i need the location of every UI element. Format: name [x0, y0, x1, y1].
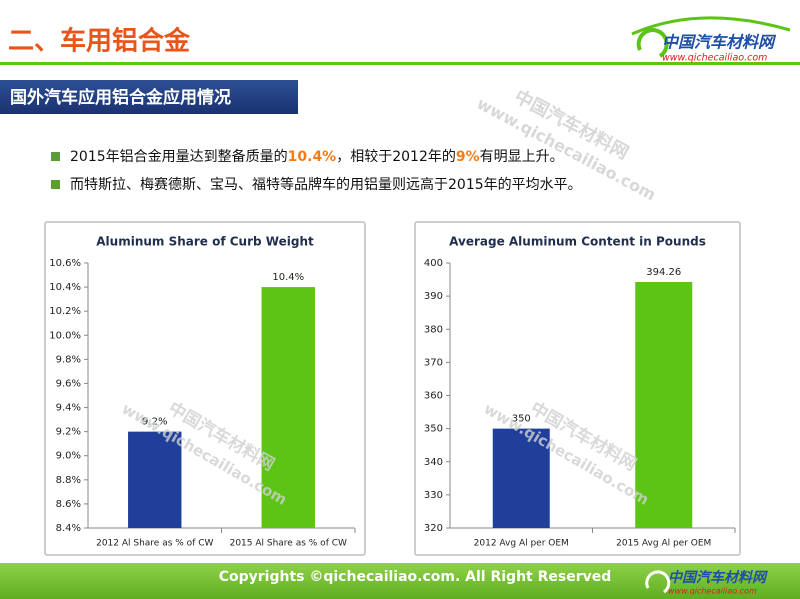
value-label: 350 [512, 414, 531, 425]
y-tick-label: 320 [424, 523, 443, 534]
y-tick-label: 400 [424, 258, 443, 269]
y-tick-label: 8.4% [56, 523, 81, 534]
x-tick-label: 2012 Avg Al per OEM [474, 539, 569, 549]
chart-title: Average Aluminum Content in Pounds [449, 235, 706, 249]
slide-title: 二、车用铝合金 [8, 26, 191, 57]
footer-text: Copyrights ©qichecailiao.com. All Right … [219, 569, 612, 585]
y-tick-label: 340 [424, 457, 443, 468]
bullet-text: ，相较于2012年的 [336, 149, 456, 165]
y-tick-label: 10.0% [49, 330, 81, 341]
footer-logo-swoosh [645, 570, 671, 594]
bar [635, 282, 693, 528]
logo-swoosh [636, 28, 669, 58]
bullet-highlight: 10.4% [288, 149, 337, 165]
x-tick-label: 2015 Avg Al per OEM [616, 539, 711, 549]
y-tick-label: 370 [424, 357, 443, 368]
y-tick-label: 8.6% [56, 499, 81, 510]
value-label: 10.4% [272, 272, 304, 283]
footer-logo-url: www.qichecailiao.com [668, 587, 757, 596]
y-tick-label: 9.8% [56, 354, 81, 365]
y-tick-label: 9.2% [56, 427, 81, 438]
y-tick-label: 10.6% [49, 258, 81, 269]
y-tick-label: 10.2% [49, 306, 81, 317]
bar [492, 428, 550, 528]
y-tick-label: 10.4% [49, 282, 81, 293]
y-tick-label: 360 [424, 391, 443, 402]
bullet-marker [51, 152, 60, 161]
value-label: 394.26 [646, 267, 681, 278]
bullet-text: 有明显上升。 [480, 149, 564, 165]
y-tick-label: 8.8% [56, 475, 81, 486]
chart: Average Aluminum Content in Pounds 320 330… [414, 221, 741, 556]
y-tick-label: 330 [424, 490, 443, 501]
chart-title: Aluminum Share of Curb Weight [96, 235, 314, 249]
y-tick-label: 350 [424, 424, 443, 435]
footer-bar [0, 563, 800, 599]
section-box [0, 80, 298, 114]
x-tick-label: 2012 Al Share as % of CW [96, 539, 213, 549]
logo-text: 中国汽车材料网 [662, 33, 777, 52]
y-tick-label: 9.4% [56, 403, 81, 414]
bullet: 而特斯拉、梅赛德斯、宝马、福特等品牌车的用铝量则远高于2015年的平均水平。 [70, 176, 582, 193]
logo-arc [631, 16, 791, 36]
chart: Aluminum Share of Curb Weight 8.4% 8.6% 8.8… [44, 221, 366, 556]
y-tick-label: 380 [424, 324, 443, 335]
bullet-text: 2015年铝合金用量达到整备质量的 [70, 148, 288, 165]
x-tick-label: 2015 Al Share as % of CW [230, 539, 347, 549]
footer-logo: 中国汽车材料网 [668, 569, 768, 586]
value-label: 9.2% [142, 417, 167, 428]
bullet-highlight: 9% [456, 149, 480, 165]
y-tick-label: 9.0% [56, 451, 81, 462]
logo-url: www.qichecailiao.com [662, 53, 767, 64]
bullet: 2015年铝合金用量达到整备质量的10.4%，相较于2012年的9%有明显上升。 [70, 148, 564, 165]
bar [261, 287, 315, 528]
bullet-marker [51, 180, 60, 189]
y-tick-label: 9.6% [56, 378, 81, 389]
y-tick-label: 390 [424, 291, 443, 302]
bar [128, 431, 182, 528]
section-title: 国外汽车应用铝合金应用情况 [10, 87, 231, 108]
header-rule [0, 62, 800, 65]
chart-panel [44, 221, 366, 556]
